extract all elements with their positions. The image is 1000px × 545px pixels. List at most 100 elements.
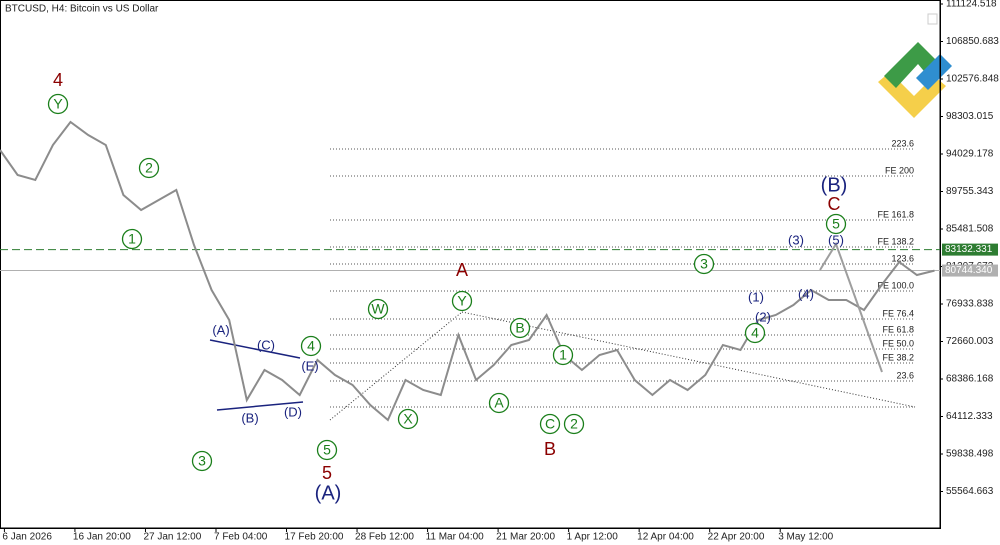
projection	[819, 241, 883, 373]
y-tick-label: 111124.518	[946, 0, 997, 10]
price-box	[942, 264, 998, 277]
fib-label: 23.6	[896, 370, 914, 380]
trend-line	[216, 401, 304, 411]
wave-circle	[121, 228, 143, 250]
x-tick-label: 17 Feb 20:00	[285, 532, 344, 543]
x-tick-label: 16 Jan 20:00	[73, 532, 131, 543]
x-tick-label: 6 Jan 2026	[2, 532, 52, 543]
wave-circle	[47, 93, 69, 115]
price-label: 83132.331	[945, 244, 993, 255]
wave-label: B	[544, 439, 556, 459]
wave-label: (5)	[828, 232, 844, 247]
frame	[0, 0, 941, 529]
wave-label: C	[828, 194, 841, 214]
wave-label: B	[515, 320, 524, 336]
wave-circle	[509, 317, 531, 339]
wave-label: C	[545, 416, 555, 432]
wave-circle	[300, 335, 322, 357]
window-icon	[927, 13, 938, 25]
wave-circle	[451, 290, 473, 312]
wave-label: (B)	[821, 174, 848, 196]
fib-label: FE 38.2	[882, 352, 914, 362]
price-label: 80744.340	[945, 265, 993, 276]
wave-label: (A)	[212, 322, 229, 337]
wave-label: Y	[457, 293, 467, 309]
wave-label: 2	[570, 416, 578, 432]
x-tick-label: 11 Mar 04:00	[426, 532, 485, 543]
wave-label: (E)	[301, 358, 318, 373]
y-tick-label: 72660.003	[946, 336, 994, 347]
wave-label: (C)	[257, 337, 275, 352]
y-tick-label: 59838.498	[946, 449, 994, 460]
wave-label: 4	[53, 70, 63, 90]
price-box	[942, 243, 998, 256]
wave-label: (B)	[241, 410, 258, 425]
wave-label: 5	[322, 463, 332, 483]
wave-circle	[563, 413, 585, 435]
wave-circle	[316, 439, 338, 461]
wave-circle	[552, 344, 574, 366]
fib-label: 123.6	[891, 253, 914, 263]
y-tick-label: 76933.838	[946, 299, 994, 310]
y-tick-label: 55564.663	[946, 486, 994, 497]
fib-label: FE 161.8	[877, 209, 914, 219]
trend-line	[209, 339, 301, 359]
wave-label: 5	[832, 216, 840, 232]
x-tick-label: 7 Feb 04:00	[214, 532, 268, 543]
wave-label: 5	[323, 442, 331, 458]
wave-label: (3)	[788, 232, 804, 247]
wave-label: 3	[198, 453, 206, 469]
y-tick-label: 64112.333	[946, 411, 993, 422]
y-tick-label: 94029.178	[946, 149, 994, 160]
fib-label: FE 138.2	[877, 236, 914, 246]
wave-label: 2	[145, 160, 153, 176]
wave-label: X	[403, 411, 413, 427]
wave-circle	[744, 322, 766, 344]
wave-label: (4)	[798, 286, 814, 301]
wave-circle	[693, 253, 715, 275]
wave-circle	[488, 392, 510, 414]
y-tick-label: 68386.168	[946, 374, 994, 385]
wave-label: (A)	[315, 482, 342, 504]
y-tick-label: 85481.508	[946, 224, 994, 235]
x-tick-label: 21 Mar 20:00	[496, 532, 555, 543]
trend-line	[461, 311, 916, 408]
wave-label: A	[494, 395, 504, 411]
y-tick-label: 98303.015	[946, 111, 994, 122]
chart-title: BTCUSD, H4: Bitcoin vs US Dollar	[5, 4, 159, 15]
wave-label: 1	[559, 347, 567, 363]
x-tick-label: 12 Apr 04:00	[637, 532, 694, 543]
fib-label: FE 200	[885, 165, 914, 175]
wave-label: (D)	[284, 404, 302, 419]
wave-circle	[138, 157, 160, 179]
price-line-series	[0, 120, 935, 422]
wave-circle	[397, 408, 419, 430]
wave-label: 3	[700, 256, 708, 272]
fib-label: FE 50.0	[882, 338, 914, 348]
x-tick-label: 27 Jan 12:00	[143, 532, 201, 543]
x-tick-label: 28 Feb 12:00	[355, 532, 414, 543]
wave-label: A	[456, 260, 468, 280]
fib-label: FE 61.8	[882, 324, 914, 334]
wave-label: 4	[751, 325, 759, 341]
wave-circle	[539, 413, 561, 435]
y-tick-label: 89755.343	[946, 186, 994, 197]
wave-label: 4	[307, 338, 315, 354]
x-tick-label: 22 Apr 20:00	[708, 532, 765, 543]
wave-circle	[367, 298, 389, 320]
fib-label: FE 76.4	[882, 308, 914, 318]
wave-circle	[825, 213, 847, 235]
fib-label: 223.6	[891, 138, 914, 148]
x-tick-label: 1 Apr 12:00	[567, 532, 619, 543]
x-tick-label: 3 May 12:00	[778, 532, 833, 543]
wave-label: Y	[53, 96, 63, 112]
y-tick-label: 102576.848	[946, 74, 999, 85]
wave-label: W	[371, 301, 385, 317]
wave-label: (2)	[755, 309, 771, 324]
y-tick-label: 106850.683	[946, 36, 999, 47]
wave-label: (1)	[748, 289, 764, 304]
logo	[878, 42, 952, 118]
wave-circle	[191, 450, 213, 472]
